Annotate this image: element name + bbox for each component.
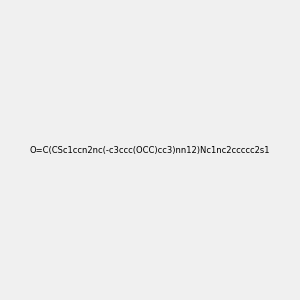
Text: O=C(CSc1ccn2nc(-c3ccc(OCC)cc3)nn12)Nc1nc2ccccc2s1: O=C(CSc1ccn2nc(-c3ccc(OCC)cc3)nn12)Nc1nc… [30,146,270,154]
